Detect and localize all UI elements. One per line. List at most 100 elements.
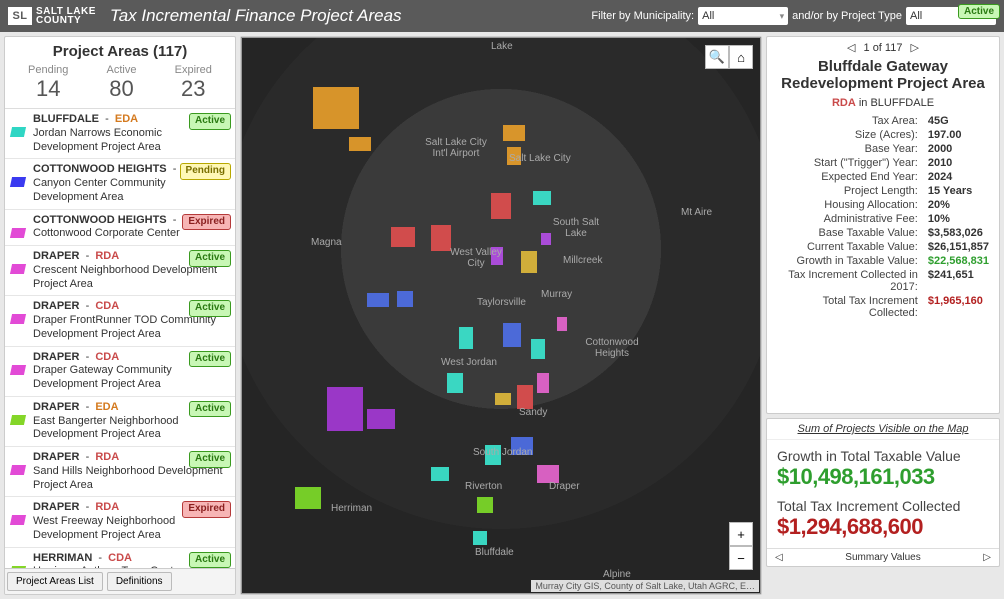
detail-value: 2024	[928, 171, 989, 183]
list-item[interactable]: ActiveBLUFFDALE - EDAJordan Narrows Econ…	[5, 109, 235, 159]
swatch-icon	[10, 228, 26, 238]
detail-title: Bluffdale Gateway Redevelopment Project …	[767, 58, 999, 93]
detail-in: in	[859, 97, 868, 109]
map-polygon[interactable]	[503, 323, 521, 347]
status-badge: Expired	[182, 214, 231, 231]
map-panel[interactable]: LakeSalt Lake City Int'l AirportSalt Lak…	[240, 36, 762, 595]
status-badge: Active	[189, 401, 231, 418]
summary-next[interactable]: ▷	[983, 552, 991, 563]
detail-key: Administrative Fee:	[777, 213, 918, 225]
map-polygon[interactable]	[517, 385, 533, 409]
map-polygon[interactable]	[485, 445, 501, 465]
zoom-out-button[interactable]: −	[729, 546, 753, 570]
map-home-button[interactable]: ⌂	[729, 45, 753, 69]
pager-text: 1 of 117	[864, 42, 903, 54]
swatch-icon	[10, 465, 26, 475]
filter-muni-select[interactable]: All	[698, 7, 788, 25]
detail-key: Current Taxable Value:	[777, 241, 918, 253]
swatch-icon	[10, 515, 26, 525]
list-item[interactable]: ActiveDRAPER - CDADraper FrontRunner TOD…	[5, 296, 235, 346]
detail-key: Total Tax Increment Collected:	[777, 295, 918, 319]
detail-key: Growth in Taxable Value:	[777, 255, 918, 267]
map-polygon[interactable]	[459, 327, 473, 349]
detail-key: Project Length:	[777, 185, 918, 197]
map-polygon[interactable]	[521, 251, 537, 273]
status-badge: Active	[189, 250, 231, 267]
tab-definitions[interactable]: Definitions	[107, 572, 172, 591]
map-polygon[interactable]	[397, 291, 413, 307]
map-polygon[interactable]	[431, 467, 449, 481]
summary-row1-value: $10,498,161,033	[777, 464, 989, 490]
detail-key: Start ("Trigger") Year:	[777, 157, 918, 169]
map-polygon[interactable]	[313, 87, 359, 129]
list-item[interactable]: ActiveDRAPER - CDADraper Gateway Communi…	[5, 347, 235, 397]
status-badge: Active	[189, 300, 231, 317]
list-item[interactable]: ActiveHERRIMAN - CDAHerriman Anthem Town…	[5, 548, 235, 569]
map-polygon[interactable]	[491, 247, 503, 265]
logo-mark: SL	[8, 7, 32, 25]
list-item[interactable]: PendingCOTTONWOOD HEIGHTS - CDACanyon Ce…	[5, 159, 235, 209]
map-polygon[interactable]	[431, 225, 451, 251]
detail-value: 15 Years	[928, 185, 989, 197]
summary-prev[interactable]: ◁	[775, 552, 783, 563]
map-polygon[interactable]	[503, 125, 525, 141]
list-item[interactable]: ActiveDRAPER - RDACrescent Neighborhood …	[5, 246, 235, 296]
detail-pager: ◁ 1 of 117 ▷	[767, 37, 999, 58]
map-polygon[interactable]	[557, 317, 567, 331]
list-item[interactable]: ExpiredDRAPER - RDAWest Freeway Neighbor…	[5, 497, 235, 547]
map-polygon[interactable]	[327, 387, 363, 431]
detail-value: $22,568,831	[928, 255, 989, 267]
detail-type: RDA	[832, 97, 856, 109]
status-badge: Active	[189, 113, 231, 130]
status-badge: Active	[189, 552, 231, 569]
map-polygon[interactable]	[349, 137, 371, 151]
project-list[interactable]: ActiveBLUFFDALE - EDAJordan Narrows Econ…	[5, 108, 235, 568]
filter-bar: Filter by Municipality: All and/or by Pr…	[591, 7, 996, 25]
project-areas-heading: Project Areas (117)	[5, 37, 235, 62]
map-polygon[interactable]	[367, 409, 395, 429]
right-column: ◁ 1 of 117 ▷ Bluffdale Gateway Redevelop…	[766, 36, 1000, 595]
map-polygon[interactable]	[473, 531, 487, 545]
map-polygon[interactable]	[507, 147, 521, 165]
list-item[interactable]: ExpiredCOTTONWOOD HEIGHTS - EDACottonwoo…	[5, 210, 235, 247]
map-polygon[interactable]	[531, 339, 545, 359]
swatch-icon	[10, 264, 26, 274]
swatch-icon	[10, 566, 26, 569]
pager-next[interactable]: ▷	[910, 41, 918, 54]
top-bar: SL SALT LAKE COUNTY Tax Incremental Fina…	[0, 0, 1004, 32]
detail-value: 20%	[928, 199, 989, 211]
zoom-in-button[interactable]: +	[729, 522, 753, 546]
summary-row2-label: Total Tax Increment Collected	[777, 498, 989, 514]
detail-value: 45G	[928, 115, 989, 127]
map-polygon[interactable]	[491, 193, 511, 219]
map-polygon[interactable]	[447, 373, 463, 393]
filter-muni-label: Filter by Municipality:	[591, 10, 694, 22]
pager-prev[interactable]: ◁	[847, 41, 855, 54]
detail-value: $3,583,026	[928, 227, 989, 239]
map-polygon[interactable]	[541, 233, 551, 245]
map-polygon[interactable]	[537, 465, 559, 483]
map-zoom: + −	[729, 522, 753, 570]
swatch-icon	[10, 177, 26, 187]
detail-muni: BLUFFDALE	[870, 97, 934, 109]
summary-row2-value: $1,294,688,600	[777, 514, 989, 540]
map-search-button[interactable]: 🔍	[705, 45, 729, 69]
detail-value: 197.00	[928, 129, 989, 141]
map-polygon[interactable]	[495, 393, 511, 405]
detail-panel: ◁ 1 of 117 ▷ Bluffdale Gateway Redevelop…	[766, 36, 1000, 414]
list-item[interactable]: ActiveDRAPER - EDAEast Bangerter Neighbo…	[5, 397, 235, 447]
status-badge: Active	[189, 351, 231, 368]
map-polygon[interactable]	[511, 437, 533, 455]
filter-joiner: and/or by Project Type	[792, 10, 902, 22]
map-polygon[interactable]	[367, 293, 389, 307]
list-item[interactable]: ActiveDRAPER - RDASand Hills Neighborhoo…	[5, 447, 235, 497]
map-polygon[interactable]	[533, 191, 551, 205]
map-polygon[interactable]	[477, 497, 493, 513]
detail-subtitle: Active RDA in BLUFFDALE	[767, 97, 999, 109]
map-polygon[interactable]	[537, 373, 549, 393]
detail-value: 2010	[928, 157, 989, 169]
map-polygon[interactable]	[295, 487, 321, 509]
map-polygon[interactable]	[391, 227, 415, 247]
tab-project-areas-list[interactable]: Project Areas List	[7, 572, 103, 591]
summary-row1-label: Growth in Total Taxable Value	[777, 448, 989, 464]
